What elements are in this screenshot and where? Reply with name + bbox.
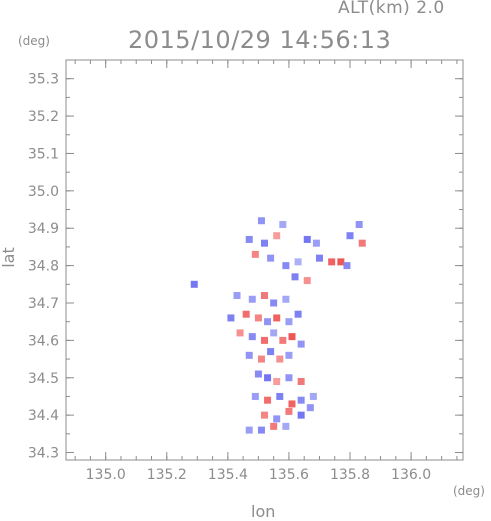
x-tick-label: 135.8 (330, 467, 370, 483)
data-point (251, 392, 259, 400)
data-point (270, 329, 278, 337)
data-point (264, 396, 272, 404)
data-point (242, 310, 250, 318)
data-point (236, 329, 244, 337)
data-point (285, 318, 293, 326)
data-point (312, 239, 320, 247)
data-point (294, 258, 302, 266)
data-point (355, 220, 363, 228)
data-point (285, 351, 293, 359)
y-tick-label: 35.0 (28, 184, 59, 200)
data-point (297, 340, 305, 348)
data-point (297, 411, 305, 419)
y-tick-label: 35.2 (28, 109, 59, 125)
data-point (261, 336, 268, 344)
data-point (257, 355, 265, 363)
x-tick-label: 135.4 (208, 467, 248, 483)
y-tick-label: 34.6 (28, 333, 59, 349)
data-point (245, 426, 253, 434)
data-point (346, 232, 354, 240)
data-point (279, 220, 287, 228)
y-tick-label: 34.5 (28, 371, 59, 387)
data-point (261, 411, 268, 419)
data-point (261, 239, 268, 247)
data-point (297, 377, 305, 385)
data-point (315, 254, 323, 262)
data-point (248, 295, 256, 303)
chart-title: 2015/10/29 14:56:13 (128, 26, 392, 54)
data-point (233, 292, 241, 300)
data-point (282, 262, 290, 270)
y-tick-label: 34.3 (28, 446, 59, 462)
data-point (297, 396, 305, 404)
data-point (257, 217, 265, 225)
data-point (303, 277, 311, 285)
data-point (273, 377, 281, 385)
data-point (288, 333, 296, 341)
data-point (358, 239, 366, 247)
data-point (279, 336, 287, 344)
x-tick-label: 135.2 (147, 467, 187, 483)
data-point (245, 235, 253, 243)
data-point (257, 426, 265, 434)
data-point (254, 370, 262, 378)
data-point (264, 374, 272, 382)
axis-ticks: 135.0 135.2 135.4 135.6 135.8 136.0 34.3 34.4 34… (28, 59, 463, 483)
data-point (190, 280, 198, 288)
data-point (270, 299, 278, 307)
data-point (276, 355, 284, 363)
data-point (261, 292, 268, 300)
y-tick-label: 34.9 (28, 221, 59, 237)
data-point (291, 273, 299, 281)
data-point (285, 407, 293, 415)
data-point (337, 258, 345, 266)
y-unit-label: (deg) (18, 34, 50, 48)
data-point (254, 314, 262, 322)
data-point (343, 262, 351, 270)
data-point (251, 250, 259, 258)
data-point (282, 422, 290, 430)
data-point (245, 351, 253, 359)
data-marks (190, 217, 366, 434)
data-point (267, 254, 275, 262)
data-point (270, 422, 278, 430)
x-tick-label: 135.0 (86, 467, 126, 483)
data-point (288, 400, 296, 408)
data-point (276, 392, 284, 400)
x-axis-label: lon (251, 502, 276, 521)
data-point (273, 232, 281, 240)
data-point (285, 374, 293, 382)
x-tick-label: 136.0 (391, 467, 431, 483)
y-tick-label: 34.7 (28, 296, 59, 312)
data-point (306, 404, 314, 412)
y-tick-label: 35.1 (28, 146, 59, 162)
y-tick-label: 35.3 (28, 72, 59, 88)
altitude-label: ALT(km) 2.0 (338, 0, 445, 18)
y-tick-label: 34.8 (28, 259, 59, 275)
data-point (309, 392, 317, 400)
plot-frame (65, 59, 464, 461)
data-point (248, 333, 256, 341)
data-point (267, 348, 275, 356)
data-point (264, 318, 272, 326)
data-point (294, 310, 302, 318)
y-tick-label: 34.4 (28, 408, 59, 424)
x-unit-label: (deg) (453, 484, 485, 498)
x-tick-label: 135.6 (269, 467, 309, 483)
data-point (273, 314, 281, 322)
data-point (328, 258, 336, 266)
data-point (273, 415, 281, 423)
data-point (227, 314, 235, 322)
data-point (282, 295, 290, 303)
data-point (303, 235, 311, 243)
